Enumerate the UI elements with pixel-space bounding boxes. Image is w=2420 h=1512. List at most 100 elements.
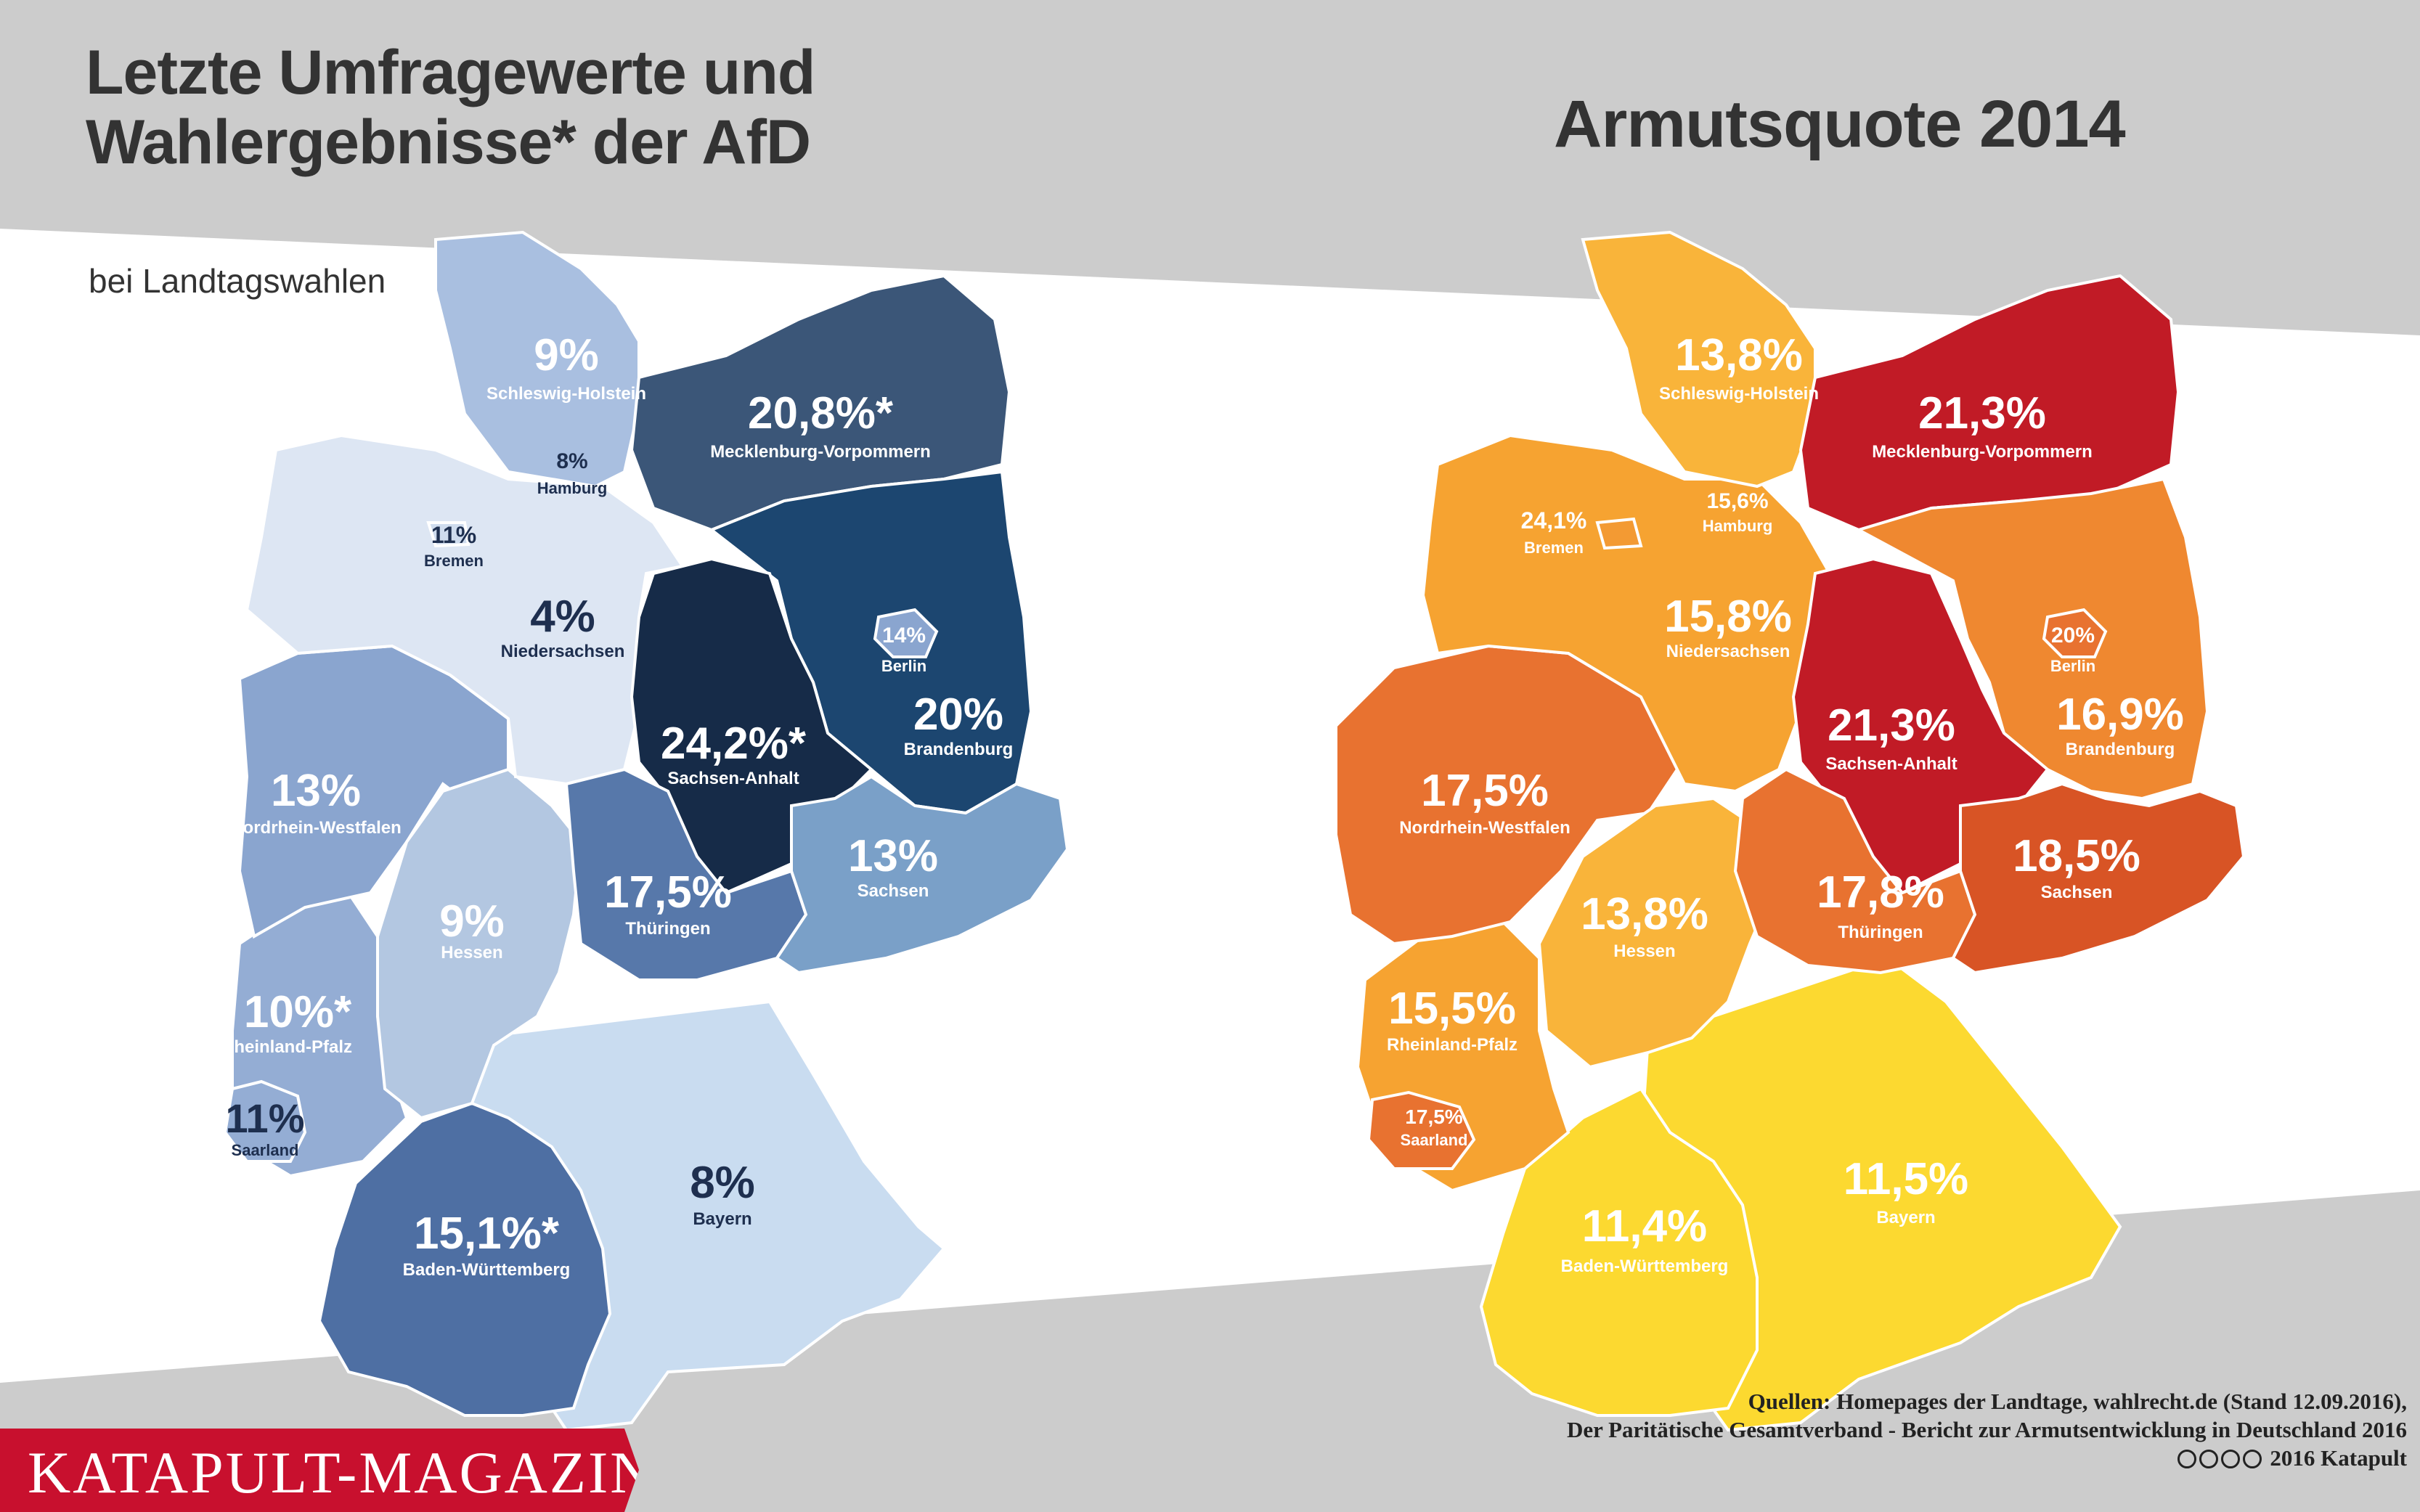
nd-icon <box>2242 1449 2262 1468</box>
label-berlin: Berlin <box>881 657 926 675</box>
state-mecklenburg-vorpommern <box>630 274 1011 532</box>
value-mecklenburg-vorpommern: 21,3% <box>1918 388 2046 438</box>
label-bayern: Bayern <box>1876 1208 1935 1227</box>
left-map <box>223 230 1070 1432</box>
sources: Quellen: Homepages der Landtage, wahlrec… <box>1567 1388 2407 1472</box>
label-rheinland-pfalz: Rheinland-Pfalz <box>1387 1035 1517 1055</box>
katapult-logo[interactable]: KATAPULT-MAGAZIN.de <box>0 1429 639 1512</box>
value-baden-wuerttemberg: 11,4% <box>1582 1201 1707 1251</box>
state-sachsen <box>775 775 1070 975</box>
state-schleswig-holstein <box>434 230 640 489</box>
label-bayern: Bayern <box>693 1209 751 1229</box>
label-schleswig-holstein: Schleswig-Holstein <box>1659 384 1819 404</box>
source-line-2: Der Paritätische Gesamtverband - Bericht… <box>1567 1416 2407 1442</box>
label-saarland: Saarland <box>1401 1131 1468 1149</box>
state-berlin <box>873 608 939 658</box>
state-saarland <box>223 1079 307 1163</box>
value-rheinland-pfalz: 10%* <box>244 987 352 1037</box>
source-line-1: Quellen: Homepages der Landtage, wahlrec… <box>1748 1389 2407 1414</box>
value-niedersachsen: 15,8% <box>1664 592 1792 642</box>
left-map-labels: 9% Schleswig-Holstein 8% Hamburg 20,8%* … <box>221 330 1013 1280</box>
value-sachsen-anhalt: 21,3% <box>1828 700 1955 751</box>
label-sachsen-anhalt: Sachsen-Anhalt <box>1825 754 1957 774</box>
label-niedersachsen: Niedersachsen <box>1666 642 1790 661</box>
logo-text: KATAPULT-MAGAZIN.de <box>28 1439 733 1505</box>
top-gray-band <box>0 0 2420 335</box>
state-bremen <box>426 521 470 548</box>
by-icon <box>2199 1449 2218 1468</box>
value-nordrhein-westfalen: 13% <box>271 766 361 816</box>
label-hamburg: Hamburg <box>1703 517 1773 535</box>
cc-icon <box>2177 1449 2196 1468</box>
label-hamburg: Hamburg <box>537 479 608 497</box>
value-saarland: 11% <box>226 1095 305 1141</box>
value-brandenburg: 16,9% <box>2056 690 2184 740</box>
label-nordrhein-westfalen: Nordrhein-Westfalen <box>230 818 402 838</box>
label-mecklenburg-vorpommern: Mecklenburg-Vorpommern <box>1872 442 2093 462</box>
value-bayern: 8% <box>690 1158 755 1208</box>
label-rheinland-pfalz: Rheinland-Pfalz <box>221 1037 352 1057</box>
label-schleswig-holstein: Schleswig-Holstein <box>486 384 646 404</box>
label-thueringen: Thüringen <box>625 919 710 939</box>
copyright-line: 2016 Katapult <box>1567 1444 2407 1473</box>
value-brandenburg: 20% <box>913 690 1003 740</box>
right-map-labels: 13,8% Schleswig-Holstein 15,6% Hamburg 2… <box>1387 330 2184 1276</box>
state-hessen <box>376 767 583 1120</box>
state-sachsen <box>1951 782 2246 975</box>
left-title-line-2: Wahlergebnisse* der AfD <box>86 107 811 178</box>
state-mecklenburg-vorpommern <box>1798 274 2180 532</box>
label-berlin: Berlin <box>2050 657 2095 675</box>
state-schleswig-holstein <box>1581 230 1817 489</box>
nc-icon <box>2220 1449 2240 1468</box>
label-baden-wuerttemberg: Baden-Württemberg <box>403 1260 571 1280</box>
value-saarland: 17,5% <box>1405 1106 1462 1128</box>
state-niedersachsen <box>245 433 685 786</box>
label-brandenburg: Brandenburg <box>2066 740 2175 759</box>
value-hessen: 9% <box>439 896 505 947</box>
label-nordrhein-westfalen: Nordrhein-Westfalen <box>1399 818 1570 838</box>
copyright-text: 2016 Katapult <box>2270 1444 2407 1471</box>
label-baden-wuerttemberg: Baden-Württemberg <box>1561 1256 1729 1276</box>
value-berlin: 20% <box>2051 624 2095 647</box>
value-thueringen: 17,5% <box>604 867 732 918</box>
left-title-line-1: Letzte Umfragewerte und <box>86 38 815 107</box>
state-berlin <box>2042 608 2108 658</box>
label-thueringen: Thüringen <box>1838 923 1923 942</box>
label-sachsen-anhalt: Sachsen-Anhalt <box>667 769 799 788</box>
value-mecklenburg-vorpommern: 20,8%* <box>748 388 894 438</box>
label-brandenburg: Brandenburg <box>904 740 1014 759</box>
state-brandenburg <box>1854 477 2209 801</box>
value-niedersachsen: 4% <box>530 592 595 642</box>
label-hessen: Hessen <box>1613 941 1675 961</box>
state-hessen <box>1537 796 1774 1069</box>
value-bayern: 11,5% <box>1843 1154 1968 1204</box>
value-bremen: 24,1% <box>1521 507 1587 534</box>
license-icons <box>2177 1444 2265 1473</box>
left-map-subtitle: bei Landtagswahlen <box>89 262 386 300</box>
label-mecklenburg-vorpommern: Mecklenburg-Vorpommern <box>710 442 931 462</box>
value-sachsen-anhalt: 24,2%* <box>661 719 807 769</box>
value-nordrhein-westfalen: 17,5% <box>1421 766 1549 816</box>
label-bremen: Bremen <box>424 552 484 570</box>
value-baden-wuerttemberg: 15,1%* <box>414 1209 560 1259</box>
label-sachsen: Sachsen <box>2041 883 2113 902</box>
value-schleswig-holstein: 13,8% <box>1675 330 1803 380</box>
state-saarland <box>1366 1090 1476 1170</box>
value-hessen: 13,8% <box>1581 889 1708 939</box>
value-hamburg: 8% <box>556 449 587 473</box>
value-thueringen: 17,8% <box>1817 867 1944 918</box>
value-sachsen: 13% <box>848 831 938 881</box>
label-hessen: Hessen <box>441 943 502 963</box>
state-bremen <box>1595 517 1643 550</box>
value-rheinland-pfalz: 15,5% <box>1388 984 1516 1034</box>
state-niedersachsen <box>1421 433 1832 793</box>
value-berlin: 14% <box>882 624 926 647</box>
state-baden-wuerttemberg <box>317 1101 612 1417</box>
value-sachsen: 18,5% <box>2013 831 2140 881</box>
label-bremen: Bremen <box>1524 539 1584 557</box>
state-baden-wuerttemberg <box>1479 1087 1759 1417</box>
left-map-title: Letzte Umfragewerte und Wahlergebnisse* … <box>86 38 815 178</box>
right-map-title: Armutsquote 2014 <box>1554 87 2126 161</box>
right-map <box>1335 230 2246 1432</box>
